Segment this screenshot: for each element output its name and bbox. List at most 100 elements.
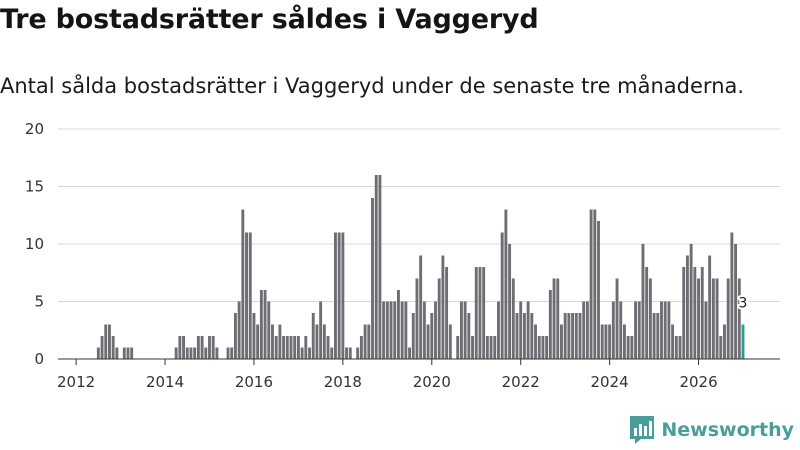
bar <box>600 324 604 359</box>
x-tick-label: 2018 <box>324 373 362 391</box>
bar <box>652 313 656 359</box>
bar <box>445 267 449 359</box>
bar <box>415 278 419 359</box>
bar <box>208 336 211 359</box>
bar <box>719 336 723 359</box>
bar <box>545 336 549 359</box>
x-tick-label: 2012 <box>57 373 95 391</box>
bar <box>215 347 219 359</box>
bar <box>282 336 286 359</box>
bar <box>411 313 415 359</box>
bar <box>582 301 586 359</box>
bar <box>619 301 623 359</box>
bar <box>256 324 260 359</box>
bar <box>482 267 486 359</box>
bar <box>585 301 589 359</box>
bar <box>252 313 256 359</box>
bar <box>419 255 423 359</box>
bar <box>552 278 556 359</box>
bar <box>711 278 715 359</box>
bar <box>467 313 471 359</box>
bar <box>645 267 649 359</box>
bar <box>593 209 597 359</box>
bar <box>441 255 445 359</box>
bar <box>430 313 434 359</box>
bar <box>574 313 578 359</box>
bar <box>319 301 323 359</box>
chart-subtitle: Antal sålda bostadsrätter i Vaggeryd und… <box>0 74 745 98</box>
bar <box>723 324 726 359</box>
bar <box>174 347 178 359</box>
x-tick-label: 2024 <box>591 373 629 391</box>
bar <box>489 336 493 359</box>
bar <box>674 336 678 359</box>
bar <box>615 278 619 359</box>
bar <box>385 301 389 359</box>
bar <box>456 336 460 359</box>
bar <box>363 324 367 359</box>
bar <box>671 324 675 359</box>
bar <box>667 301 671 359</box>
bar <box>189 347 193 359</box>
bar <box>378 175 382 359</box>
bar <box>630 336 634 359</box>
bar <box>237 301 241 359</box>
bar <box>230 347 234 359</box>
bar <box>537 336 541 359</box>
bar <box>604 324 608 359</box>
bar <box>730 232 734 359</box>
bar <box>448 324 452 359</box>
bar <box>511 278 515 359</box>
bar <box>637 301 641 359</box>
bar <box>471 336 474 359</box>
bar <box>267 301 271 359</box>
bar <box>697 278 700 359</box>
bar <box>708 255 712 359</box>
bar <box>459 301 463 359</box>
x-tick-label: 2016 <box>235 373 273 391</box>
bar-chart: 0 5 10 15 20 2012 2014 2016 2018 2020 2022 2024 2026… <box>25 120 780 391</box>
latest-value-label: 3 <box>739 296 748 312</box>
x-tick-label: 2022 <box>502 373 540 391</box>
axis-layer: 0 5 10 15 20 2012 2014 2016 2018 2020 2022 2024 2026 <box>25 120 780 391</box>
bar <box>211 336 215 359</box>
bar <box>519 301 523 359</box>
bar <box>196 336 200 359</box>
bar <box>463 301 467 359</box>
bar <box>660 301 663 359</box>
bar <box>726 278 730 359</box>
bar <box>404 301 408 359</box>
bar <box>193 347 197 359</box>
bar <box>608 324 612 359</box>
bar <box>571 313 575 359</box>
bar <box>689 244 693 359</box>
bar <box>648 278 652 359</box>
bar <box>504 209 508 359</box>
bar <box>274 336 278 359</box>
bar <box>185 347 189 359</box>
bar <box>300 347 304 359</box>
bar <box>474 267 478 359</box>
bar <box>308 347 311 359</box>
bar <box>248 232 252 359</box>
bar <box>437 278 441 359</box>
bar <box>515 313 519 359</box>
bar <box>296 336 300 359</box>
bar <box>611 301 615 359</box>
y-tick-label: 20 <box>25 120 44 138</box>
bar <box>233 313 237 359</box>
bar <box>685 255 689 359</box>
bar <box>693 267 697 359</box>
bar <box>271 324 274 359</box>
bar <box>478 267 482 359</box>
newsworthy-logo-icon <box>630 416 655 444</box>
bar <box>126 347 130 359</box>
bar <box>337 232 341 359</box>
bar <box>508 244 512 359</box>
bar <box>534 324 537 359</box>
bar <box>578 313 582 359</box>
bar <box>322 324 326 359</box>
bar <box>289 336 293 359</box>
bar <box>178 336 182 359</box>
brand-name: Newsworthy <box>661 419 794 441</box>
